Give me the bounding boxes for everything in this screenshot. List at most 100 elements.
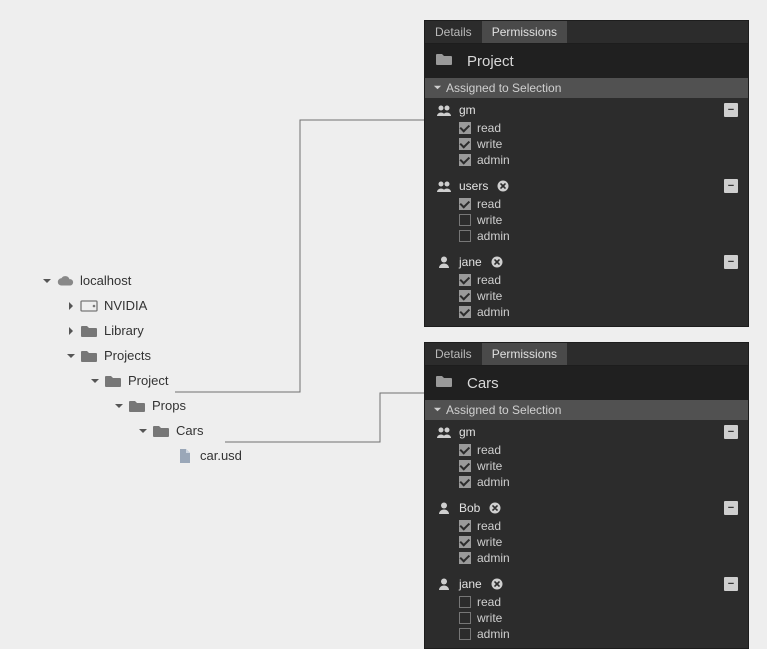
principal-block: jane−readwriteadmin bbox=[425, 572, 748, 648]
folder-icon bbox=[80, 322, 98, 340]
tab-bar: DetailsPermissions bbox=[425, 21, 748, 44]
tree-label: Library bbox=[104, 323, 144, 338]
tab-details[interactable]: Details bbox=[425, 21, 482, 43]
permission-label: read bbox=[477, 121, 501, 135]
principal-name: gm bbox=[459, 103, 476, 117]
tree-row[interactable]: car.usd bbox=[40, 443, 400, 468]
tree-row[interactable]: NVIDIA bbox=[40, 293, 400, 318]
checkbox[interactable] bbox=[459, 444, 471, 456]
tree-row[interactable]: Projects bbox=[40, 343, 400, 368]
section-label: Assigned to Selection bbox=[446, 403, 561, 417]
principal-block: Bob−readwriteadmin bbox=[425, 496, 748, 572]
section-label: Assigned to Selection bbox=[446, 81, 561, 95]
collapse-button[interactable]: − bbox=[724, 501, 738, 515]
permission-label: admin bbox=[477, 229, 510, 243]
tab-details[interactable]: Details bbox=[425, 343, 482, 365]
remove-icon[interactable] bbox=[488, 501, 502, 515]
permission-list: readwrite admin bbox=[435, 194, 738, 244]
caret-right-icon[interactable] bbox=[64, 299, 78, 313]
principal-name: users bbox=[459, 179, 488, 193]
checkbox[interactable] bbox=[459, 198, 471, 210]
permission-item: read bbox=[459, 594, 738, 610]
caret-right-icon[interactable] bbox=[64, 324, 78, 338]
folder-icon bbox=[128, 397, 146, 415]
tree-label: localhost bbox=[80, 273, 131, 288]
checkbox[interactable] bbox=[459, 612, 471, 624]
folder-icon bbox=[152, 422, 170, 440]
tree-label: Project bbox=[128, 373, 168, 388]
checkbox[interactable] bbox=[459, 460, 471, 472]
permission-item: read bbox=[459, 196, 738, 212]
permissions-panel: DetailsPermissions Cars Assigned to Select… bbox=[424, 342, 749, 649]
checkbox[interactable] bbox=[459, 154, 471, 166]
tab-permissions[interactable]: Permissions bbox=[482, 21, 567, 43]
file-tree: localhost NVIDIA Library Projects Project Pro… bbox=[40, 268, 400, 468]
tree-row[interactable]: Cars bbox=[40, 418, 400, 443]
principal-header: gm − bbox=[435, 102, 738, 118]
caret-down-icon[interactable] bbox=[40, 274, 54, 288]
permission-item: admin bbox=[459, 228, 738, 244]
permission-item: write bbox=[459, 458, 738, 474]
caret-down-icon[interactable] bbox=[136, 424, 150, 438]
checkbox[interactable] bbox=[459, 536, 471, 548]
checkbox[interactable] bbox=[459, 138, 471, 150]
checkbox[interactable] bbox=[459, 520, 471, 532]
permissions-panel: DetailsPermissions Project Assigned to Sel… bbox=[424, 20, 749, 327]
permission-label: admin bbox=[477, 153, 510, 167]
user-icon bbox=[435, 576, 453, 592]
tree-label: Cars bbox=[176, 423, 203, 438]
caret-down-icon[interactable] bbox=[64, 349, 78, 363]
folder-icon bbox=[435, 52, 457, 70]
permission-label: read bbox=[477, 595, 501, 609]
permission-label: write bbox=[477, 213, 502, 227]
principal-header: gm− bbox=[435, 424, 738, 440]
remove-icon[interactable] bbox=[490, 577, 504, 591]
checkbox[interactable] bbox=[459, 122, 471, 134]
permission-item: read bbox=[459, 442, 738, 458]
checkbox[interactable] bbox=[459, 290, 471, 302]
panel-title: Cars bbox=[467, 375, 499, 392]
permission-item: admin bbox=[459, 626, 738, 642]
permission-item: admin bbox=[459, 152, 738, 168]
permission-item: read bbox=[459, 120, 738, 136]
checkbox[interactable] bbox=[459, 230, 471, 242]
section-header[interactable]: Assigned to Selection bbox=[425, 78, 748, 98]
permission-list: readwriteadmin bbox=[435, 592, 738, 642]
checkbox[interactable] bbox=[459, 306, 471, 318]
permission-label: read bbox=[477, 519, 501, 533]
permission-label: write bbox=[477, 535, 502, 549]
checkbox[interactable] bbox=[459, 596, 471, 608]
tree-label: Props bbox=[152, 398, 186, 413]
principal-block: users − readwrite admin bbox=[425, 174, 748, 250]
remove-icon[interactable] bbox=[496, 179, 510, 193]
disk-icon bbox=[80, 297, 98, 315]
tree-row[interactable]: Project bbox=[40, 368, 400, 393]
collapse-button[interactable]: − bbox=[724, 103, 738, 117]
checkbox[interactable] bbox=[459, 552, 471, 564]
tree-row[interactable]: Props bbox=[40, 393, 400, 418]
collapse-button[interactable]: − bbox=[724, 425, 738, 439]
caret-down-icon[interactable] bbox=[88, 374, 102, 388]
collapse-button[interactable]: − bbox=[724, 255, 738, 269]
checkbox[interactable] bbox=[459, 476, 471, 488]
remove-icon[interactable] bbox=[490, 255, 504, 269]
tree-row[interactable]: localhost bbox=[40, 268, 400, 293]
group-icon bbox=[435, 178, 453, 194]
permission-list: read write admin bbox=[435, 516, 738, 566]
permission-item: write bbox=[459, 610, 738, 626]
principal-block: gm−readwriteadmin bbox=[425, 420, 748, 496]
folder-icon bbox=[80, 347, 98, 365]
collapse-button[interactable]: − bbox=[724, 179, 738, 193]
permission-label: read bbox=[477, 273, 501, 287]
section-header[interactable]: Assigned to Selection bbox=[425, 400, 748, 420]
permission-item: admin bbox=[459, 550, 738, 566]
tree-row[interactable]: Library bbox=[40, 318, 400, 343]
checkbox[interactable] bbox=[459, 214, 471, 226]
panel-title: Project bbox=[467, 53, 514, 70]
checkbox[interactable] bbox=[459, 628, 471, 640]
checkbox[interactable] bbox=[459, 274, 471, 286]
collapse-button[interactable]: − bbox=[724, 577, 738, 591]
caret-down-icon[interactable] bbox=[112, 399, 126, 413]
tab-permissions[interactable]: Permissions bbox=[482, 343, 567, 365]
permission-label: admin bbox=[477, 551, 510, 565]
